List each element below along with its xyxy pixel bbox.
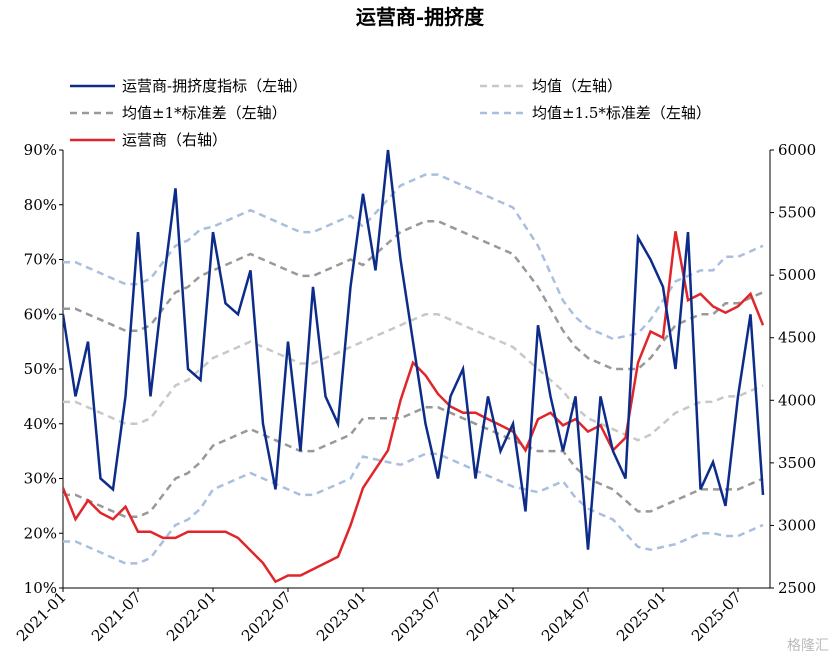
y-tick-label: 40%: [24, 415, 57, 433]
y2-tick-label: 5000: [778, 266, 816, 284]
plot-area: [63, 149, 765, 584]
series-line: [63, 173, 764, 341]
legend-label: 均值±1*标准差（左轴）: [122, 104, 287, 122]
y-tick-label: 90%: [24, 141, 57, 159]
x-tick-label: 2024-01: [463, 588, 520, 645]
watermark: 格隆汇: [787, 638, 829, 654]
y2-tick-label: 3000: [778, 516, 816, 534]
x-tick-label: 2021-07: [88, 588, 145, 645]
y2-tick-label: 2500: [778, 579, 816, 597]
y-tick-label: 20%: [24, 524, 57, 542]
series-line: [63, 231, 765, 584]
x-tick-label: 2025-01: [613, 588, 670, 645]
y2-tick-label: 6000: [778, 141, 816, 159]
y-tick-label: 30%: [24, 470, 57, 488]
x-tick-label: 2025-07: [688, 588, 745, 645]
x-tick-label: 2022-07: [238, 588, 295, 645]
series-line: [63, 149, 765, 550]
x-tick-label: 2022-01: [163, 588, 220, 645]
y-tick-label: 70%: [24, 251, 57, 269]
y2-tick-label: 3500: [778, 454, 816, 472]
series-line: [63, 313, 764, 442]
legend-label: 均值±1.5*标准差（左轴）: [532, 104, 711, 122]
y2-tick-label: 5500: [778, 204, 816, 222]
y-tick-label: 60%: [24, 305, 57, 323]
legend-label: 均值（左轴）: [532, 77, 622, 95]
y-tick-label: 50%: [24, 360, 57, 378]
y2-tick-label: 4000: [778, 391, 816, 409]
series-line: [63, 452, 764, 565]
x-tick-label: 2023-01: [313, 588, 370, 645]
series-line: [63, 406, 764, 519]
y-tick-label: 10%: [24, 579, 57, 597]
chart-title: 运营商-拥挤度: [356, 5, 485, 29]
y-tick-label: 80%: [24, 196, 57, 214]
x-tick-label: 2024-07: [538, 588, 595, 645]
x-tick-label: 2023-07: [388, 588, 445, 645]
y2-tick-label: 4500: [778, 329, 816, 347]
legend-label: 运营商-拥挤度指标（左轴）: [122, 77, 307, 95]
legend-label: 运营商（右轴）: [122, 131, 227, 149]
